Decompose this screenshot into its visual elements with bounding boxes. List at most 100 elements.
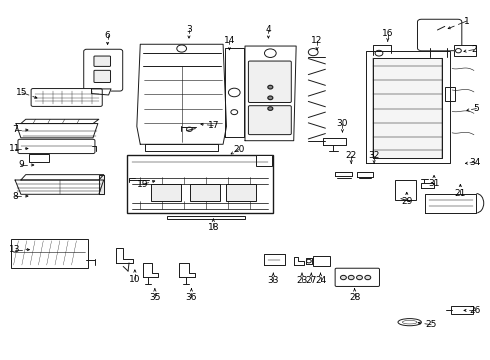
Text: 29: 29 — [401, 197, 413, 206]
Text: 27: 27 — [306, 276, 317, 285]
Polygon shape — [425, 194, 476, 213]
FancyBboxPatch shape — [151, 184, 181, 201]
Text: 32: 32 — [368, 151, 380, 160]
Text: 22: 22 — [345, 151, 357, 160]
Text: 19: 19 — [137, 180, 148, 189]
Text: 35: 35 — [149, 293, 161, 302]
Circle shape — [268, 96, 273, 100]
Circle shape — [341, 275, 346, 280]
Polygon shape — [421, 183, 434, 188]
Text: 1: 1 — [464, 17, 469, 26]
Text: 20: 20 — [233, 145, 245, 154]
Polygon shape — [92, 89, 111, 95]
FancyBboxPatch shape — [313, 256, 330, 266]
Circle shape — [187, 127, 193, 131]
FancyBboxPatch shape — [84, 49, 122, 91]
Circle shape — [231, 110, 238, 114]
Circle shape — [268, 85, 273, 89]
Text: 4: 4 — [266, 26, 271, 35]
FancyBboxPatch shape — [94, 70, 111, 82]
Text: 2: 2 — [471, 45, 477, 54]
Bar — [167, 216, 245, 219]
Text: 13: 13 — [9, 245, 21, 254]
Text: 21: 21 — [455, 189, 466, 198]
Circle shape — [456, 49, 461, 53]
Polygon shape — [15, 180, 104, 194]
Text: 30: 30 — [337, 119, 348, 128]
Text: 11: 11 — [9, 144, 21, 153]
Polygon shape — [224, 48, 244, 137]
Circle shape — [177, 45, 187, 52]
Ellipse shape — [398, 319, 421, 326]
Text: 12: 12 — [312, 36, 323, 45]
Polygon shape — [306, 258, 312, 264]
Polygon shape — [264, 254, 285, 265]
Circle shape — [375, 50, 383, 56]
Polygon shape — [116, 248, 133, 263]
Circle shape — [308, 49, 318, 56]
Text: 8: 8 — [12, 192, 18, 201]
Text: 10: 10 — [129, 275, 141, 284]
Text: 5: 5 — [473, 104, 479, 113]
Text: 31: 31 — [428, 179, 440, 188]
Polygon shape — [357, 172, 373, 177]
Text: 6: 6 — [105, 31, 110, 40]
Text: 24: 24 — [315, 276, 326, 285]
Polygon shape — [294, 257, 304, 265]
FancyBboxPatch shape — [18, 139, 95, 154]
Text: 9: 9 — [18, 161, 24, 170]
Circle shape — [306, 259, 311, 263]
FancyBboxPatch shape — [190, 184, 220, 201]
Circle shape — [365, 275, 371, 280]
FancyBboxPatch shape — [94, 56, 111, 66]
Circle shape — [348, 275, 354, 280]
Text: 36: 36 — [186, 293, 197, 302]
Text: 23: 23 — [296, 276, 308, 285]
Polygon shape — [145, 144, 218, 151]
Polygon shape — [366, 51, 450, 163]
Text: 16: 16 — [382, 29, 393, 38]
FancyBboxPatch shape — [31, 89, 102, 107]
Text: 34: 34 — [469, 158, 481, 167]
FancyBboxPatch shape — [11, 239, 88, 267]
Text: 7: 7 — [12, 126, 18, 135]
Polygon shape — [21, 119, 99, 123]
Text: 3: 3 — [186, 26, 192, 35]
Polygon shape — [16, 123, 98, 138]
Circle shape — [228, 88, 240, 97]
FancyBboxPatch shape — [335, 268, 379, 287]
Polygon shape — [373, 45, 391, 51]
Polygon shape — [179, 263, 196, 277]
Bar — [127, 155, 273, 213]
Text: 15: 15 — [16, 88, 27, 97]
Polygon shape — [21, 175, 104, 180]
Polygon shape — [323, 138, 346, 145]
Text: 33: 33 — [268, 276, 279, 285]
FancyBboxPatch shape — [454, 45, 476, 57]
FancyBboxPatch shape — [248, 106, 291, 135]
Text: 25: 25 — [425, 320, 437, 329]
FancyBboxPatch shape — [417, 19, 462, 51]
Polygon shape — [335, 172, 352, 176]
Polygon shape — [373, 58, 442, 158]
FancyBboxPatch shape — [226, 184, 256, 201]
Polygon shape — [99, 175, 104, 194]
Text: 26: 26 — [469, 306, 481, 315]
FancyBboxPatch shape — [451, 306, 472, 314]
FancyBboxPatch shape — [256, 155, 272, 166]
FancyBboxPatch shape — [29, 154, 49, 162]
Bar — [445, 87, 456, 102]
Polygon shape — [143, 263, 158, 277]
Polygon shape — [245, 46, 296, 141]
Circle shape — [265, 49, 276, 58]
Text: 17: 17 — [208, 121, 219, 130]
Text: 28: 28 — [349, 293, 360, 302]
FancyBboxPatch shape — [248, 61, 291, 103]
Polygon shape — [137, 44, 226, 144]
Circle shape — [357, 275, 363, 280]
Text: 18: 18 — [208, 222, 219, 231]
Ellipse shape — [402, 320, 417, 324]
Circle shape — [268, 107, 273, 111]
Text: 14: 14 — [224, 36, 235, 45]
FancyBboxPatch shape — [394, 180, 416, 200]
